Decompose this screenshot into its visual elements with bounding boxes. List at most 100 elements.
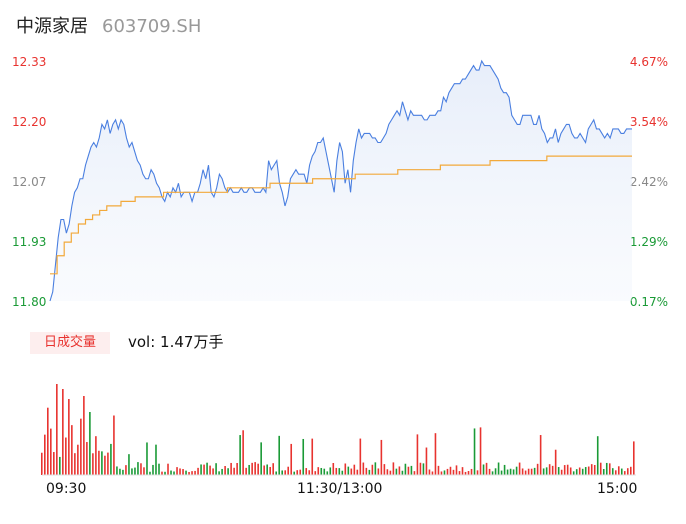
volume-bar xyxy=(620,468,623,475)
volume-bar xyxy=(359,438,362,475)
volume-bar xyxy=(485,462,488,475)
volume-bar xyxy=(578,467,581,475)
volume-bar xyxy=(509,468,512,475)
volume-bar xyxy=(389,470,392,475)
volume-bar xyxy=(110,443,112,475)
volume-bar xyxy=(554,449,557,475)
volume-bar xyxy=(233,467,235,475)
volume-bar xyxy=(314,471,317,475)
pct-tick-3: 2.42% xyxy=(629,175,668,189)
volume-bar xyxy=(221,468,223,475)
volume-bar xyxy=(164,471,166,475)
volume-bar xyxy=(425,447,428,475)
volume-bar xyxy=(71,425,73,475)
price-tick-3: 12.07 xyxy=(12,175,47,189)
volume-bar xyxy=(539,435,542,475)
volume-bar xyxy=(470,468,473,475)
volume-bar xyxy=(293,471,296,475)
volume-bar xyxy=(296,470,299,475)
volume-bar xyxy=(83,396,85,475)
volume-bar xyxy=(158,463,160,475)
volume-bar xyxy=(581,468,584,475)
volume-bar xyxy=(152,464,154,475)
volume-bar xyxy=(215,463,217,475)
volume-bar xyxy=(209,465,211,475)
volume-bar xyxy=(398,466,401,475)
volume-bar xyxy=(89,412,91,475)
volume-bar xyxy=(629,466,632,475)
volume-bar xyxy=(587,466,590,475)
volume-bar xyxy=(395,468,398,475)
stock-code: 603709.SH xyxy=(102,16,202,37)
volume-bar xyxy=(338,468,341,475)
volume-bar xyxy=(92,453,94,475)
volume-bar xyxy=(569,467,572,475)
volume-bar xyxy=(122,469,124,475)
volume-bar xyxy=(68,399,70,475)
volume-bar xyxy=(491,471,494,475)
volume-bar xyxy=(392,462,395,475)
volume-bar xyxy=(320,467,323,475)
volume-bar xyxy=(305,468,308,475)
volume-bar xyxy=(65,437,67,475)
volume-bar xyxy=(500,470,503,475)
volume-bar xyxy=(179,468,181,475)
volume-bar xyxy=(302,438,305,475)
volume-bar xyxy=(59,456,61,475)
volume-bar xyxy=(182,469,184,475)
volume-bar xyxy=(626,468,629,475)
volume-bar xyxy=(596,436,599,475)
volume-bar xyxy=(134,467,136,475)
volume-bar xyxy=(434,433,437,475)
volume-bar xyxy=(446,468,449,475)
volume-bar xyxy=(506,469,509,475)
volume-bar xyxy=(536,463,539,475)
volume-bar xyxy=(551,465,554,475)
price-area xyxy=(50,61,632,301)
volume-bar xyxy=(167,463,169,475)
volume-bar xyxy=(242,430,244,475)
volume-bar xyxy=(245,467,247,475)
volume-bar xyxy=(131,468,133,475)
volume-bar xyxy=(113,415,115,475)
volume-bar xyxy=(350,468,353,475)
volume-bar xyxy=(572,471,575,475)
volume-bar xyxy=(542,468,545,475)
volume-bar xyxy=(497,462,500,475)
volume-bar xyxy=(47,407,49,475)
volume-bar xyxy=(404,463,407,475)
volume-bar xyxy=(251,462,253,475)
volume-bar xyxy=(281,470,283,475)
volume-bar xyxy=(440,471,443,475)
volume-bar xyxy=(170,470,172,475)
volume-bar xyxy=(143,467,145,475)
volume-bar xyxy=(422,463,425,475)
price-line xyxy=(49,59,632,302)
volume-bar xyxy=(53,452,55,475)
volume-bar xyxy=(428,469,431,475)
volume-bar xyxy=(236,463,238,475)
volume-bar xyxy=(368,469,371,475)
time-label-midday: 11:30/13:00 xyxy=(297,481,383,497)
volume-bar xyxy=(533,467,536,475)
volume-bar xyxy=(518,462,521,475)
volume-bar xyxy=(383,464,386,475)
volume-bar xyxy=(317,467,320,475)
stock-name: 中源家居 xyxy=(16,16,88,37)
volume-bar xyxy=(224,466,226,475)
volume-bar xyxy=(608,463,611,475)
volume-bar xyxy=(284,470,287,475)
volume-bar xyxy=(191,471,193,475)
volume-bar xyxy=(527,468,530,475)
volume-bar xyxy=(239,435,241,475)
volume-bar xyxy=(329,467,332,475)
volume-bar xyxy=(437,465,440,475)
volume-bar xyxy=(212,468,214,475)
volume-bar xyxy=(593,464,596,475)
volume-bar xyxy=(563,465,566,475)
volume-bar xyxy=(107,452,109,475)
volume-bar xyxy=(62,389,64,475)
pct-tick-5: 0.17% xyxy=(629,295,668,309)
volume-bar xyxy=(476,470,479,475)
volume-bar xyxy=(161,471,163,475)
